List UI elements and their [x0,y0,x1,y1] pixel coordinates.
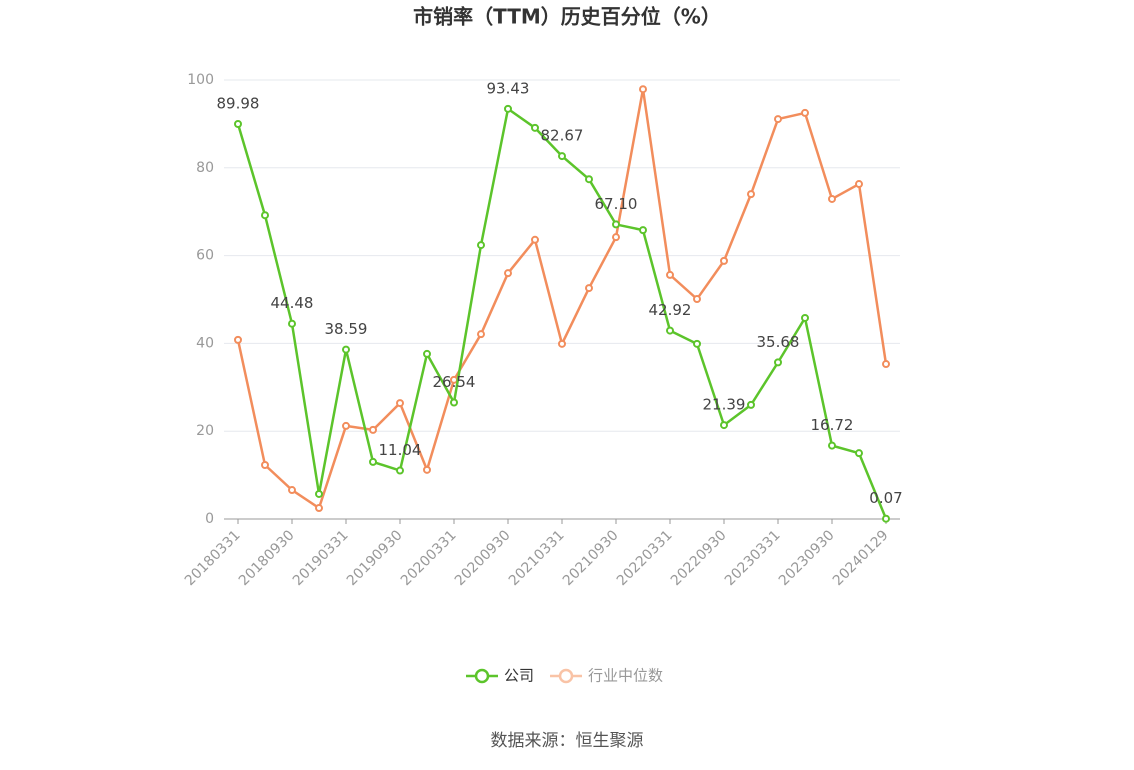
x-tick-label: 20200331 [398,527,460,589]
data-point [747,400,755,409]
data-point [396,399,404,408]
data-label: 44.48 [271,294,314,312]
data-point [288,486,296,495]
data-point [585,284,593,293]
x-tick-label: 20180331 [182,527,244,589]
data-label: 0.07 [869,489,902,507]
data-point [666,326,674,335]
data-point [477,330,485,339]
data-point [288,319,296,328]
data-point [720,421,728,430]
data-point [315,504,323,513]
data-point [342,421,350,430]
data-point [558,339,566,348]
data-point [882,360,890,369]
data-point [801,108,809,117]
data-point [396,466,404,475]
data-point [612,220,620,229]
data-point [855,180,863,189]
data-label: 82.67 [541,127,584,145]
x-tick-label: 20220930 [668,527,730,589]
data-label: 11.04 [379,441,422,459]
y-tick-label: 40 [196,335,214,351]
data-point [504,104,512,113]
data-point [801,313,809,322]
y-tick-label: 20 [196,423,214,439]
x-tick-label: 20200930 [452,527,514,589]
data-point [639,226,647,235]
data-point [423,349,431,358]
data-point [261,461,269,470]
data-point [666,270,674,279]
data-point [693,295,701,304]
x-tick-label: 20190930 [344,527,406,589]
data-point [531,123,539,132]
x-tick-label: 20210331 [506,527,568,589]
data-point [774,115,782,124]
data-point [747,190,755,199]
data-point [504,269,512,278]
data-point [639,85,647,94]
data-point [720,256,728,265]
data-label: 89.98 [217,94,260,112]
data-label: 42.92 [649,301,692,319]
data-label: 21.39 [703,396,746,414]
x-tick-label: 20180930 [236,527,298,589]
data-point [828,441,836,450]
data-point [234,119,242,128]
y-tick-label: 0 [205,511,214,527]
legend-label: 公司 [504,667,534,685]
legend-label: 行业中位数 [588,667,663,685]
data-point [369,425,377,434]
data-label: 38.59 [325,320,368,338]
y-tick-label: 100 [187,72,214,88]
data-point [558,152,566,161]
data-point [423,465,431,474]
x-tick-label: 20210930 [560,527,622,589]
data-label: 67.10 [595,195,638,213]
y-tick-label: 80 [196,160,214,176]
y-tick-label: 60 [196,248,214,264]
x-tick-label: 20240129 [830,527,892,589]
data-point [342,345,350,354]
data-point [693,339,701,348]
data-point [234,335,242,344]
source-note: 数据来源：恒生聚源 [491,731,644,751]
data-label: 16.72 [811,416,854,434]
data-point [612,233,620,242]
data-label: 35.68 [757,333,800,351]
data-point [531,235,539,244]
data-point [774,358,782,367]
data-point [315,489,323,498]
legend-marker [558,668,574,684]
data-label: 26.54 [433,373,476,391]
series-line [236,88,888,510]
x-tick-label: 20230331 [722,527,784,589]
data-point [828,194,836,203]
chart-title: 市销率（TTM）历史百分位（%） [413,5,721,29]
x-tick-label: 20220331 [614,527,676,589]
data-point [855,449,863,458]
data-point [261,211,269,220]
data-point [882,514,890,523]
data-point [585,175,593,184]
legend-marker [474,668,490,684]
data-label: 93.43 [487,79,530,97]
data-point [369,457,377,466]
x-tick-label: 20230930 [776,527,838,589]
x-tick-label: 20190331 [290,527,352,589]
data-point [477,241,485,250]
data-point [450,398,458,407]
